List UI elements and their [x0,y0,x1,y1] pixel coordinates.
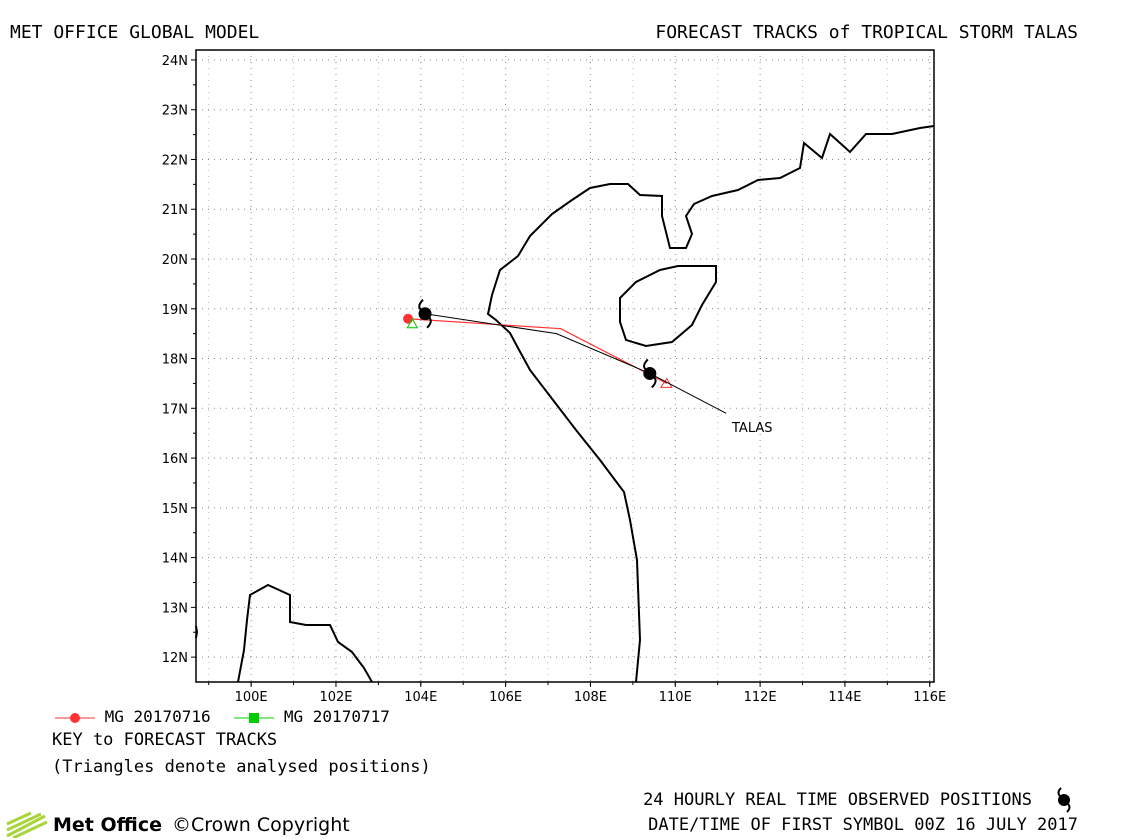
met-office-brand: Met Office ©Crown Copyright [5,812,350,838]
lat-tick-label: 17N [162,402,188,417]
observed-track-line [424,313,727,414]
lat-tick-label: 19N [162,303,188,318]
observed-cyclone-icon [643,358,657,389]
lon-tick-label: 110E [659,690,692,705]
legend-label-0717: MG 20170717 [283,707,390,726]
track-line-0716 [408,318,668,384]
observed-track [418,299,727,414]
forecast-tracks [403,313,673,388]
lat-tick-label: 14N [162,552,188,567]
hainan-island [619,265,717,348]
coastline [195,125,935,683]
cyclone-icon [1057,787,1071,813]
lat-tick-label: 20N [162,253,188,268]
observed-positions-label: 24 HOURLY REAL TIME OBSERVED POSITIONS [643,790,1032,810]
brand-name: Met Office [53,814,162,836]
lat-tick-label: 23N [162,104,188,119]
lon-tick-label: 104E [404,690,437,705]
lat-tick-label: 21N [162,203,188,218]
date-label: DATE/TIME OF FIRST SYMBOL 00Z 16 JULY 20… [648,815,1078,835]
lon-tick-label: 108E [574,690,607,705]
copyright: ©Crown Copyright [171,814,350,836]
grid-lines [196,50,934,682]
legend-swatch-0717 [234,712,275,723]
axis-ticks: 12N 13N 14N 15N 16N 17N 18N 19N 20N 21N 22N 23N 24N 1… [162,54,947,705]
lon-tick-label: 102E [319,690,352,705]
lat-tick-label: 22N [162,153,188,168]
lat-tick-label: 13N [162,601,188,616]
map-frame [195,49,935,683]
met-office-logo-icon [6,812,48,838]
lat-tick-label: 18N [162,353,188,368]
key-title: KEY to FORECAST TRACKS [52,730,278,750]
lon-tick-label: 114E [828,690,861,705]
key-note: (Triangles denote analysed positions) [52,757,431,777]
legend: MG 20170716 MG 20170717 [55,707,404,726]
analysed-triangle-0717 [406,317,419,329]
storm-label: TALAS [731,421,773,436]
legend-label-0716: MG 20170716 [104,707,211,726]
page-title: MET OFFICE GLOBAL MODEL [10,22,260,43]
lat-tick-label: 15N [162,502,188,517]
lon-tick-label: 106E [489,690,522,705]
lon-tick-label: 112E [744,690,777,705]
track-marker-0716 [403,313,414,324]
lon-tick-label: 100E [235,690,268,705]
lat-tick-label: 24N [162,54,188,69]
lon-tick-label: 116E [913,690,946,705]
thailand-coast [237,583,373,683]
legend-item-0716: MG 20170716 [55,707,211,726]
analysed-triangle-0716 [659,377,673,388]
lat-tick-label: 12N [162,651,188,666]
observed-cyclone-icon [418,299,432,329]
mainland-coast [486,125,935,683]
legend-swatch-0716 [55,712,95,723]
legend-item-0717: MG 20170717 [234,707,390,726]
chart-title: FORECAST TRACKS of TROPICAL STORM TALAS [655,22,1078,43]
lat-tick-label: 16N [162,452,188,467]
